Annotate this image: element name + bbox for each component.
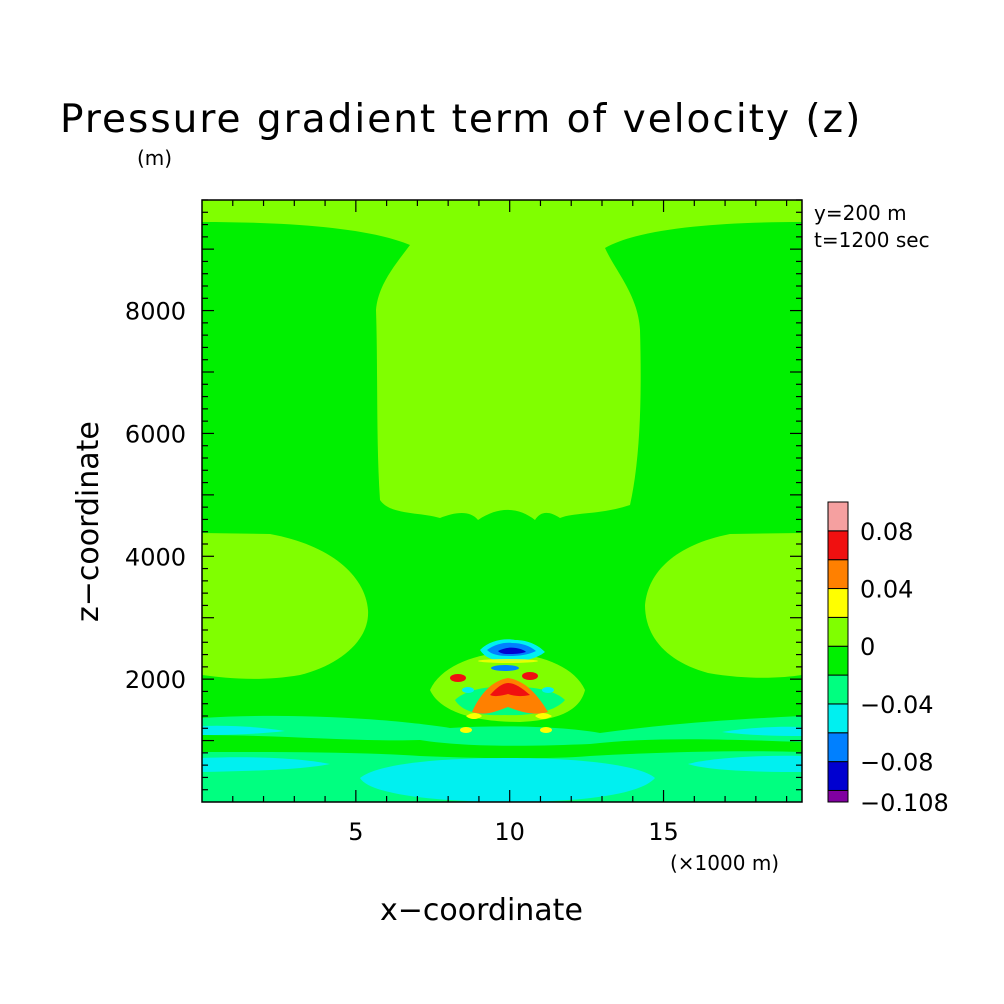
chart-title: Pressure gradient term of velocity (z) — [60, 97, 862, 142]
x-axis-label: x−coordinate — [380, 893, 583, 928]
annotation-y: y=200 m — [814, 201, 907, 225]
y-tick-label: 2000 — [125, 666, 186, 694]
colorbar-swatch — [827, 616, 849, 647]
region-left-lobe — [202, 533, 369, 679]
region-central-peak — [472, 678, 548, 714]
region-left-strip — [202, 757, 330, 772]
x-tick-label: 5 — [348, 818, 363, 846]
plot-frame — [201, 199, 803, 803]
y-axis-label: z−coordinate — [71, 421, 106, 622]
colorbar: 0.08 0.04 0 −0.04 −0.08 −0.108 — [827, 501, 949, 817]
x-unit-label: (×1000 m) — [670, 851, 779, 875]
y-tick-label: 8000 — [125, 298, 186, 326]
y-axis: 2000 4000 6000 8000 — [125, 199, 802, 791]
colorbar-swatch — [827, 530, 849, 561]
colorbar-label: −0.108 — [860, 789, 949, 817]
plot-area — [202, 200, 802, 802]
y-tick-label: 4000 — [125, 543, 186, 571]
y-tick-label: 6000 — [125, 420, 186, 448]
colorbar-label: −0.04 — [860, 691, 934, 719]
region-upper-column — [202, 200, 802, 520]
colorbar-swatch — [827, 703, 849, 734]
colorbar-swatch — [827, 559, 849, 590]
colorbar-label: −0.08 — [860, 749, 934, 777]
colorbar-label: 0.04 — [860, 576, 913, 604]
colorbar-swatch — [827, 645, 849, 676]
x-tick-label: 15 — [648, 818, 679, 846]
x-tick-label: 10 — [494, 818, 525, 846]
colorbar-label: 0.08 — [860, 518, 913, 546]
colorbar-swatch — [827, 501, 849, 532]
x-axis: 5 10 15 — [232, 200, 788, 846]
colorbar-swatch — [827, 674, 849, 705]
colorbar-swatch — [827, 761, 849, 791]
units-label: (m) — [137, 146, 172, 170]
colorbar-swatch — [827, 732, 849, 763]
region-right-strip — [688, 755, 802, 772]
region-bottom-pool — [360, 758, 655, 802]
colorbar-swatch — [827, 789, 849, 803]
region-right-lobe — [645, 533, 802, 678]
colorbar-swatch — [827, 588, 849, 618]
colorbar-label: 0 — [860, 633, 875, 661]
annotation-t: t=1200 sec — [814, 228, 930, 252]
